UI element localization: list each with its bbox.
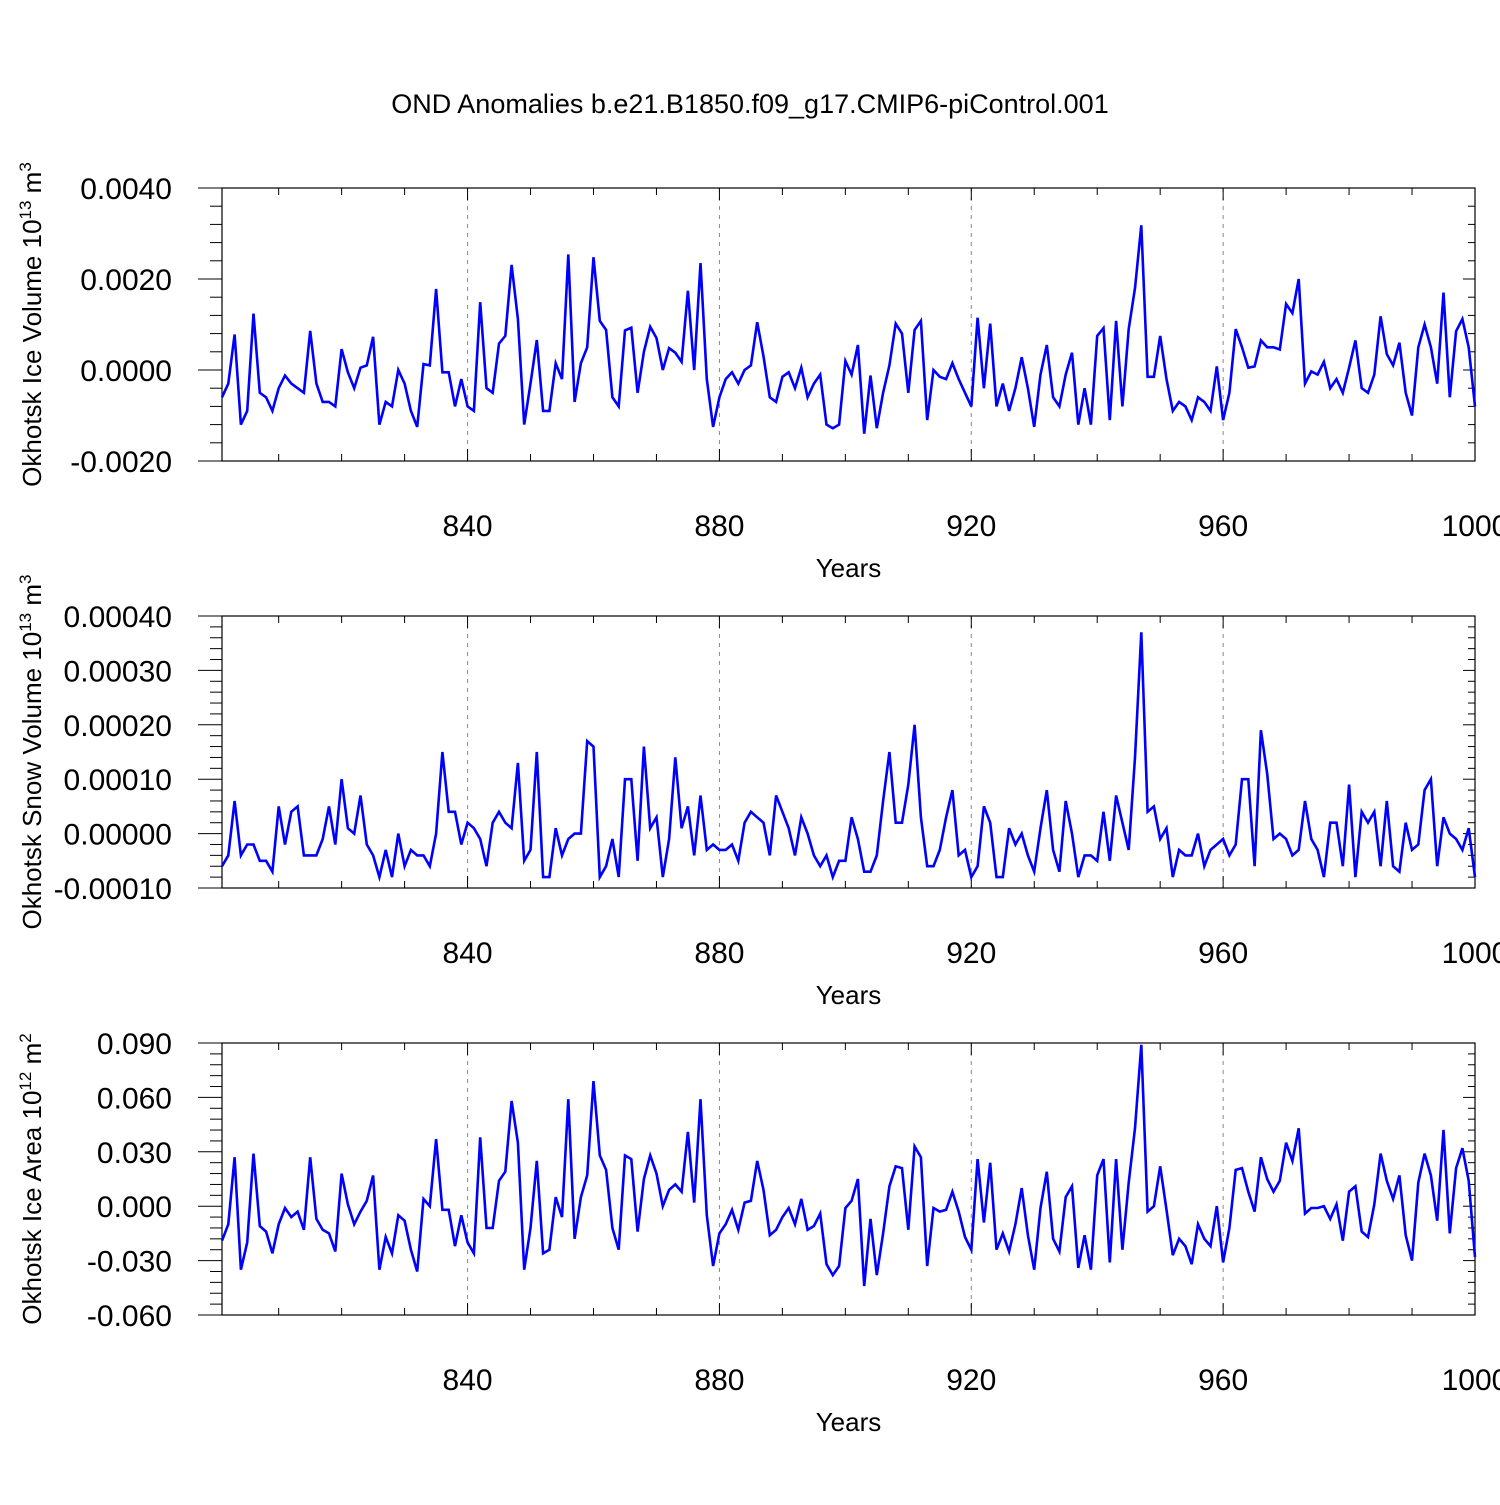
x-axis-title: Years — [816, 1407, 882, 1437]
y-axis-title-space — [17, 1064, 47, 1071]
plot-frame — [221, 615, 1476, 889]
y-tick-label: -0.030 — [87, 1246, 172, 1279]
series-line-ice-area — [220, 1044, 1477, 1287]
y-axis-title-exponent: 13 — [16, 201, 35, 220]
x-tick-label: 920 — [946, 510, 996, 543]
y-axis-title-text: Okhotsk Ice Volume — [17, 248, 47, 486]
y-tick-label: -0.060 — [87, 1300, 172, 1333]
y-tick-label: 0.030 — [97, 1137, 172, 1170]
x-tick-label: 1000 — [1442, 1364, 1500, 1397]
y-tick-label: 0.000 — [97, 1191, 172, 1224]
y-tick-label: 0.090 — [97, 1028, 172, 1061]
x-tick-label: 880 — [694, 1364, 744, 1397]
y-axis-title-unit-exponent: 3 — [16, 162, 35, 171]
y-axis-title-text: Okhotsk Snow Volume — [17, 661, 47, 930]
y-tick-label: -0.0020 — [70, 446, 172, 479]
series-line-snow-volume — [220, 632, 1477, 883]
y-axis-title-unit: m — [17, 172, 47, 194]
y-axis-title: Okhotsk Ice Volume 1013 m3 — [16, 162, 47, 487]
figure-title: OND Anomalies b.e21.B1850.f09_g17.CMIP6-… — [391, 89, 1108, 119]
y-tick-label: 0.00020 — [64, 710, 172, 743]
plot-frame — [221, 1042, 1476, 1316]
x-tick-label: 920 — [946, 1364, 996, 1397]
y-axis-title-text: Okhotsk Ice Area — [17, 1120, 47, 1325]
y-axis-title-space — [17, 606, 47, 613]
y-tick-label: 0.0040 — [80, 173, 172, 206]
y-axis-title: Okhotsk Snow Volume 1013 m3 — [16, 574, 47, 929]
y-axis-title-exponent: 13 — [16, 613, 35, 632]
series-line-ice-volume — [220, 225, 1477, 434]
y-axis-title-scale: 10 — [17, 219, 47, 248]
y-tick-label: 0.00000 — [64, 819, 172, 852]
y-axis-title-exponent: 12 — [16, 1072, 35, 1091]
x-tick-label: 960 — [1198, 937, 1248, 970]
x-tick-label: 1000 — [1442, 510, 1500, 543]
y-axis-title: Okhotsk Ice Area 1012 m2 — [16, 1033, 47, 1324]
x-tick-label: 840 — [443, 1364, 493, 1397]
y-axis-title-scale: 10 — [17, 632, 47, 661]
x-tick-label: 880 — [694, 937, 744, 970]
y-tick-label: -0.00010 — [54, 873, 172, 906]
x-tick-label: 880 — [694, 510, 744, 543]
x-tick-label: 840 — [443, 510, 493, 543]
y-tick-label: 0.00030 — [64, 655, 172, 688]
y-tick-label: 0.00040 — [64, 601, 172, 634]
x-axis-title: Years — [816, 980, 882, 1010]
x-axis-title: Years — [816, 553, 882, 583]
chart-panel-ice-area: -0.060 -0.030 0.000 0.030 0.060 0.090 840 880 92… — [16, 1028, 1500, 1437]
y-tick-label: 0.0000 — [80, 355, 172, 388]
x-tick-label: 960 — [1198, 1364, 1248, 1397]
y-axis-title-unit-exponent: 2 — [16, 1033, 35, 1042]
y-tick-label: 0.060 — [97, 1082, 172, 1115]
y-axis-title-scale: 10 — [17, 1091, 47, 1120]
chart-panel-snow-volume: -0.00010 0.00000 0.00010 0.00020 0.00030 0.00… — [16, 574, 1500, 1010]
chart-panel-ice-volume: -0.0020 0.0000 0.0020 0.0040 840 880 920 960 100… — [16, 162, 1500, 583]
x-tick-label: 1000 — [1442, 937, 1500, 970]
x-tick-label: 840 — [443, 937, 493, 970]
plot-frame — [221, 187, 1476, 462]
y-axis-title-unit-exponent: 3 — [16, 574, 35, 583]
y-axis-title-space — [17, 193, 47, 200]
y-axis-title-unit: m — [17, 1043, 47, 1065]
x-tick-label: 960 — [1198, 510, 1248, 543]
y-tick-label: 0.0020 — [80, 264, 172, 297]
y-axis-title-unit: m — [17, 584, 47, 606]
x-tick-label: 920 — [946, 937, 996, 970]
y-tick-label: 0.00010 — [64, 764, 172, 797]
